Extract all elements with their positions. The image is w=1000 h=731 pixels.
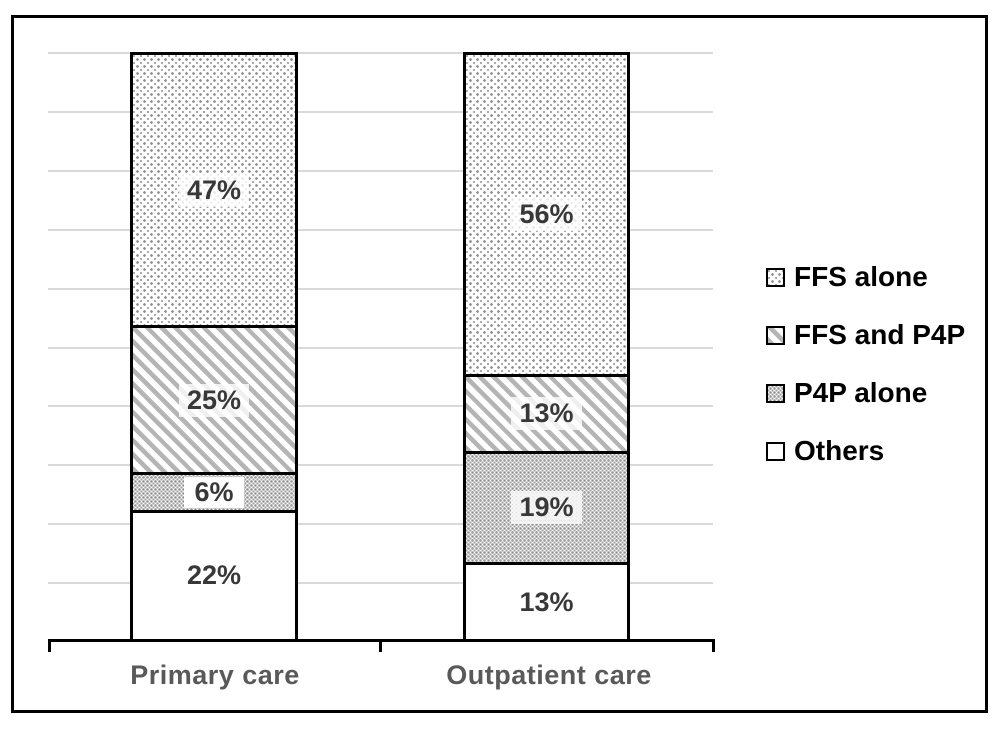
segment-primary-ffs-and-p4p: 25% (133, 325, 295, 472)
legend-item-others: Others (766, 434, 965, 468)
legend-label: Others (794, 435, 885, 466)
segment-outpatient-ffs-and-p4p: 13% (466, 373, 627, 451)
value-label: 13% (511, 585, 582, 619)
value-label: 47% (178, 173, 250, 207)
value-label: 19% (511, 491, 582, 525)
bar-outpatient-care: 56% 13% 19% 13% (463, 52, 630, 642)
segment-primary-ffs-alone: 47% (133, 55, 295, 326)
legend-swatch-dense-dots-icon (766, 383, 785, 403)
value-label: 13% (511, 397, 582, 431)
legend-label: FFS and P4P (794, 319, 966, 350)
gridline (48, 464, 713, 467)
category-label-outpatient-care: Outpatient care (446, 660, 652, 690)
legend-item-ffs-alone: FFS alone (766, 260, 965, 294)
gridline (48, 523, 713, 526)
legend-label: FFS alone (794, 261, 928, 292)
gridline (48, 169, 713, 172)
gridline (48, 228, 713, 231)
value-label: 25% (178, 383, 250, 417)
gridline (48, 582, 713, 585)
gridline (48, 52, 713, 54)
segment-outpatient-ffs-alone: 56% (466, 55, 627, 374)
segment-primary-others: 22% (133, 509, 295, 639)
x-axis-tick (712, 639, 715, 652)
legend-item-ffs-and-p4p: FFS and P4P (766, 318, 965, 352)
x-axis-tick (379, 639, 382, 652)
segment-primary-p4p-alone: 6% (133, 472, 295, 510)
gridline (48, 110, 713, 113)
value-label: 56% (511, 197, 582, 231)
bar-primary-care: 47% 25% 6% 22% (130, 52, 298, 642)
gridline (48, 287, 713, 290)
gridline (48, 405, 713, 408)
category-label-primary-care: Primary care (130, 660, 300, 690)
legend-label: P4P alone (794, 377, 928, 408)
legend-swatch-sparse-dots-icon (766, 267, 785, 287)
segment-outpatient-p4p-alone: 19% (466, 450, 627, 562)
value-label: 6% (184, 476, 244, 508)
gridline (48, 346, 713, 349)
legend-item-p4p-alone: P4P alone (766, 376, 965, 410)
segment-outpatient-others: 13% (466, 562, 627, 640)
legend-swatch-diagonal-stripes-icon (766, 325, 785, 345)
plot-area (48, 52, 713, 641)
legend-swatch-solid-white-icon (766, 441, 785, 461)
legend: FFS alone FFS and P4P P4P alone Others (766, 260, 965, 492)
value-label: 22% (178, 559, 250, 593)
x-axis-tick (48, 639, 51, 652)
